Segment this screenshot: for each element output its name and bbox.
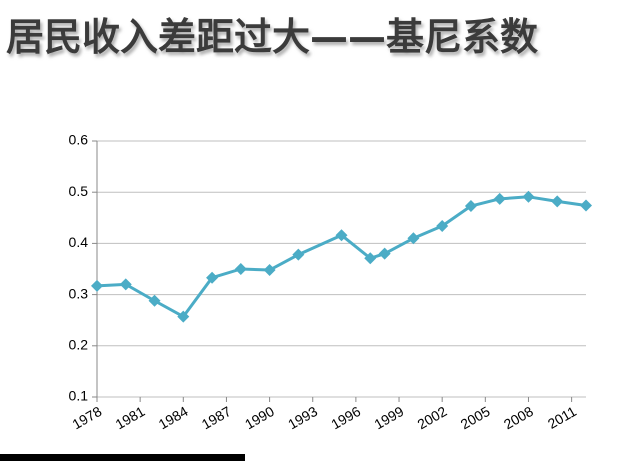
x-tick-label: 1990 <box>242 403 277 433</box>
marker <box>206 271 219 284</box>
marker <box>91 279 103 292</box>
marker <box>493 192 506 205</box>
marker <box>551 195 564 208</box>
y-tick-label: 0.5 <box>69 183 89 199</box>
marker <box>580 199 592 212</box>
x-tick-label: 1987 <box>199 403 234 433</box>
marker <box>522 190 535 203</box>
marker <box>407 232 420 245</box>
x-tick-label: 1993 <box>285 403 320 433</box>
marker <box>464 200 477 213</box>
y-tick-label: 0.6 <box>69 132 89 148</box>
marker <box>292 248 305 261</box>
marker <box>263 264 276 277</box>
marker <box>378 247 391 260</box>
x-tick-label: 1999 <box>371 403 406 433</box>
y-tick-label: 0.4 <box>69 234 89 250</box>
x-tick-label: 2008 <box>501 403 536 433</box>
x-tick-label: 1981 <box>113 403 148 433</box>
marker <box>177 310 190 323</box>
y-tick-label: 0.1 <box>69 388 89 404</box>
x-tick-label: 2002 <box>415 403 450 433</box>
marker <box>335 229 348 242</box>
data-line <box>96 195 587 319</box>
marker <box>364 252 377 265</box>
x-tick-label: 1996 <box>328 403 363 433</box>
marker <box>436 219 449 232</box>
x-tick-label: 2011 <box>545 403 579 432</box>
x-tick-label: 1984 <box>156 403 191 433</box>
x-tick-label: 1978 <box>69 403 104 433</box>
x-tick-label: 2005 <box>458 403 493 433</box>
marker <box>148 294 161 307</box>
marker <box>119 278 132 291</box>
y-tick-label: 0.3 <box>69 285 89 301</box>
chart-title: 居民收入差距过大——基尼系数 <box>6 15 538 59</box>
marker <box>234 263 247 275</box>
decor-bar <box>0 454 245 461</box>
y-tick-label: 0.2 <box>69 337 89 353</box>
